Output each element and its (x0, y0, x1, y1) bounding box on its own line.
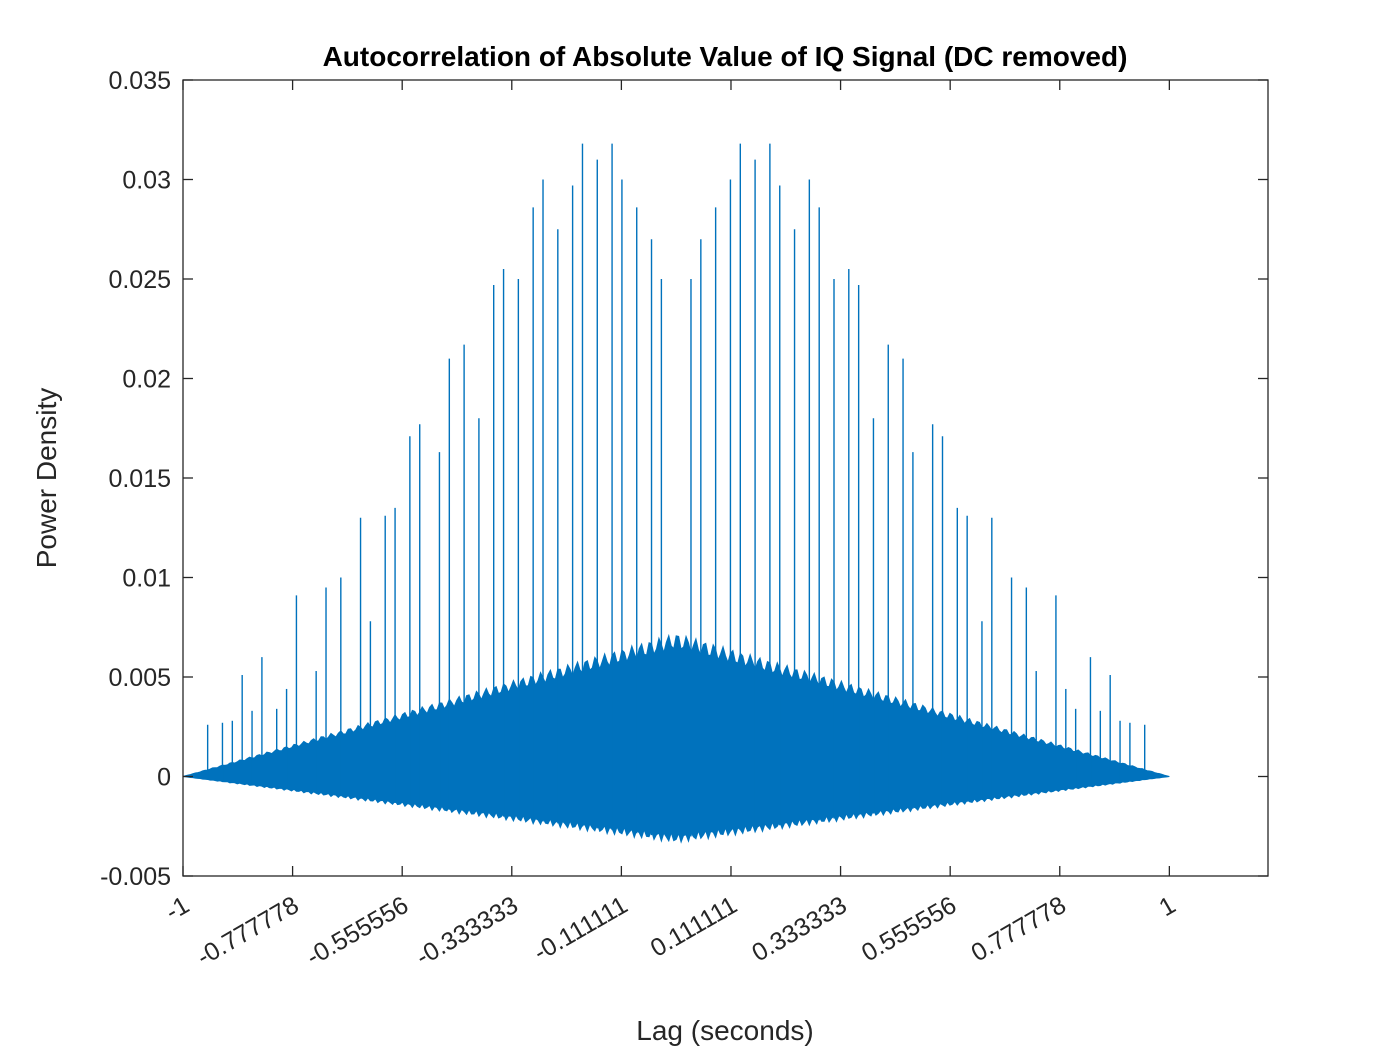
y-axis-title: Power Density (31, 388, 62, 569)
y-tick-label: 0.03 (122, 167, 171, 195)
x-tick-label: -0.333333 (411, 891, 523, 972)
x-tick-label: 1 (1154, 891, 1180, 922)
y-tick-label: 0.025 (108, 266, 171, 294)
x-tick-label: 0.333333 (747, 891, 851, 967)
x-axis: -1-0.777778-0.555556-0.333333 -0.111111 0.… (161, 80, 1180, 972)
plot-area (182, 143, 1170, 844)
y-tick-label: 0.015 (108, 465, 171, 493)
y-tick-label: 0 (157, 764, 171, 792)
x-tick-label: 0.555556 (857, 891, 961, 967)
y-tick-label: 0.01 (122, 565, 171, 593)
x-tick-label: 0.777778 (966, 891, 1070, 967)
x-axis-title: Lag (seconds) (636, 1015, 813, 1046)
y-tick-label: 0.02 (122, 366, 171, 394)
x-tick-label: -0.111111 (529, 891, 632, 967)
y-tick-label: 0.005 (108, 664, 171, 692)
chart-title: Autocorrelation of Absolute Value of IQ … (323, 41, 1128, 72)
autocorrelation-band (182, 633, 1170, 844)
y-axis: -0.005 0 0.005 0.01 0.015 0.02 0.025 0.03 0.035 (100, 67, 1268, 891)
x-tick-label: -0.555556 (302, 891, 414, 972)
y-tick-label: -0.005 (100, 863, 171, 891)
x-tick-label: -1 (161, 891, 194, 926)
x-tick-label: -0.777778 (192, 891, 304, 972)
y-tick-label: 0.035 (108, 67, 171, 95)
x-tick-label: 0.111111 (646, 891, 742, 963)
